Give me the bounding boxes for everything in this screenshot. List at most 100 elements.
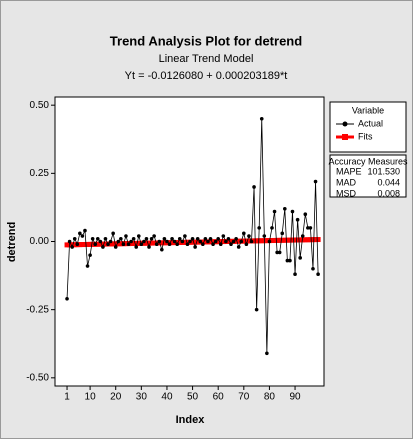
actual-point <box>131 236 136 241</box>
x-axis-label: Index <box>176 414 206 426</box>
fits-point <box>243 238 249 244</box>
actual-point <box>95 236 100 241</box>
fits-point <box>131 240 137 246</box>
fits-point <box>282 237 288 243</box>
actual-point <box>198 239 203 244</box>
fits-point <box>272 237 278 243</box>
actual-point <box>177 236 182 241</box>
chart-subtitle: Linear Trend Model <box>159 53 254 65</box>
actual-point <box>267 239 272 244</box>
actual-point <box>306 226 310 230</box>
fits-point <box>64 242 70 248</box>
actual-point <box>183 234 187 238</box>
fits-point <box>192 239 198 245</box>
actual-point <box>288 258 292 263</box>
actual-point <box>208 236 213 241</box>
x-tick-label: 90 <box>289 392 301 403</box>
actual-point <box>78 231 82 236</box>
actual-point <box>106 242 110 247</box>
actual-point <box>221 234 226 238</box>
accuracy-box <box>329 154 407 198</box>
fits-point <box>146 240 152 246</box>
fits-point <box>289 237 295 243</box>
actual-point <box>231 239 236 244</box>
fits-point <box>233 238 239 244</box>
actual-point <box>142 239 146 244</box>
actual-point <box>229 242 233 247</box>
actual-point <box>113 245 118 249</box>
y-tick-label: -0.25 <box>26 304 49 315</box>
fits-point <box>269 238 275 244</box>
actual-point <box>90 236 95 241</box>
actual-point <box>75 242 80 247</box>
x-tick-label: 40 <box>161 392 173 403</box>
actual-point <box>216 236 220 241</box>
actual-point <box>116 239 121 244</box>
fits-point <box>225 238 231 244</box>
fits-point <box>292 237 298 243</box>
actual-point <box>160 247 164 252</box>
actual-point <box>293 272 297 277</box>
legend-label: Actual <box>358 118 383 128</box>
actual-point <box>224 239 228 244</box>
fits-point <box>300 237 306 243</box>
fits-point <box>218 239 224 245</box>
fits-point <box>302 237 308 243</box>
actual-point <box>121 242 126 247</box>
actual-point <box>98 239 103 244</box>
legend-label: Fits <box>358 131 373 141</box>
actual-point <box>147 245 151 249</box>
actual-point <box>303 212 308 217</box>
x-tick-label: 20 <box>110 392 122 403</box>
y-axis-label: detrend <box>6 222 18 262</box>
actual-point <box>119 236 123 241</box>
fits-point <box>110 241 116 247</box>
legend-box <box>329 101 407 153</box>
actual-point <box>252 185 256 189</box>
actual-point <box>85 264 90 268</box>
fits-point <box>195 239 201 245</box>
y-tick-label: 0.00 <box>30 236 50 247</box>
actual-point <box>275 250 279 255</box>
measure-name: MAPE <box>336 166 362 176</box>
fits-point <box>151 240 157 246</box>
fits-point <box>264 238 270 244</box>
fits-point <box>310 237 316 243</box>
actual-point <box>290 209 295 214</box>
fits-point <box>190 239 196 245</box>
fits-point <box>100 241 106 247</box>
actual-point <box>254 307 259 312</box>
fits-point <box>202 239 208 245</box>
actual-point <box>193 245 197 249</box>
chart-title: Trend Analysis Plot for detrend <box>110 33 302 48</box>
actual-point <box>218 242 223 247</box>
legend-title: Variable <box>352 105 384 115</box>
x-tick-label: 80 <box>264 392 276 403</box>
x-tick-label: 50 <box>187 392 199 403</box>
fits-point <box>161 240 167 246</box>
actual-point <box>149 236 154 241</box>
actual-point <box>190 236 195 241</box>
actual-point <box>270 226 274 230</box>
actual-point <box>308 226 313 230</box>
fits-point <box>287 237 293 243</box>
actual-point <box>236 245 241 249</box>
actual-point <box>103 236 108 241</box>
x-tick-label: 10 <box>85 392 97 403</box>
accuracy-title: Accuracy Measures <box>328 156 408 166</box>
legend-marker <box>342 134 348 140</box>
fits-point <box>69 242 75 248</box>
fits-point <box>90 241 96 247</box>
fits-point <box>228 238 234 244</box>
actual-point <box>285 258 290 263</box>
actual-point <box>72 236 77 241</box>
actual-point <box>185 242 190 247</box>
fits-point <box>246 238 252 244</box>
fits-point <box>259 238 265 244</box>
fits-point <box>72 242 78 248</box>
fits-point <box>182 239 188 245</box>
fits-point <box>277 237 283 243</box>
x-tick-label: 30 <box>136 392 148 403</box>
fits-point <box>256 238 262 244</box>
actual-point <box>111 231 115 236</box>
